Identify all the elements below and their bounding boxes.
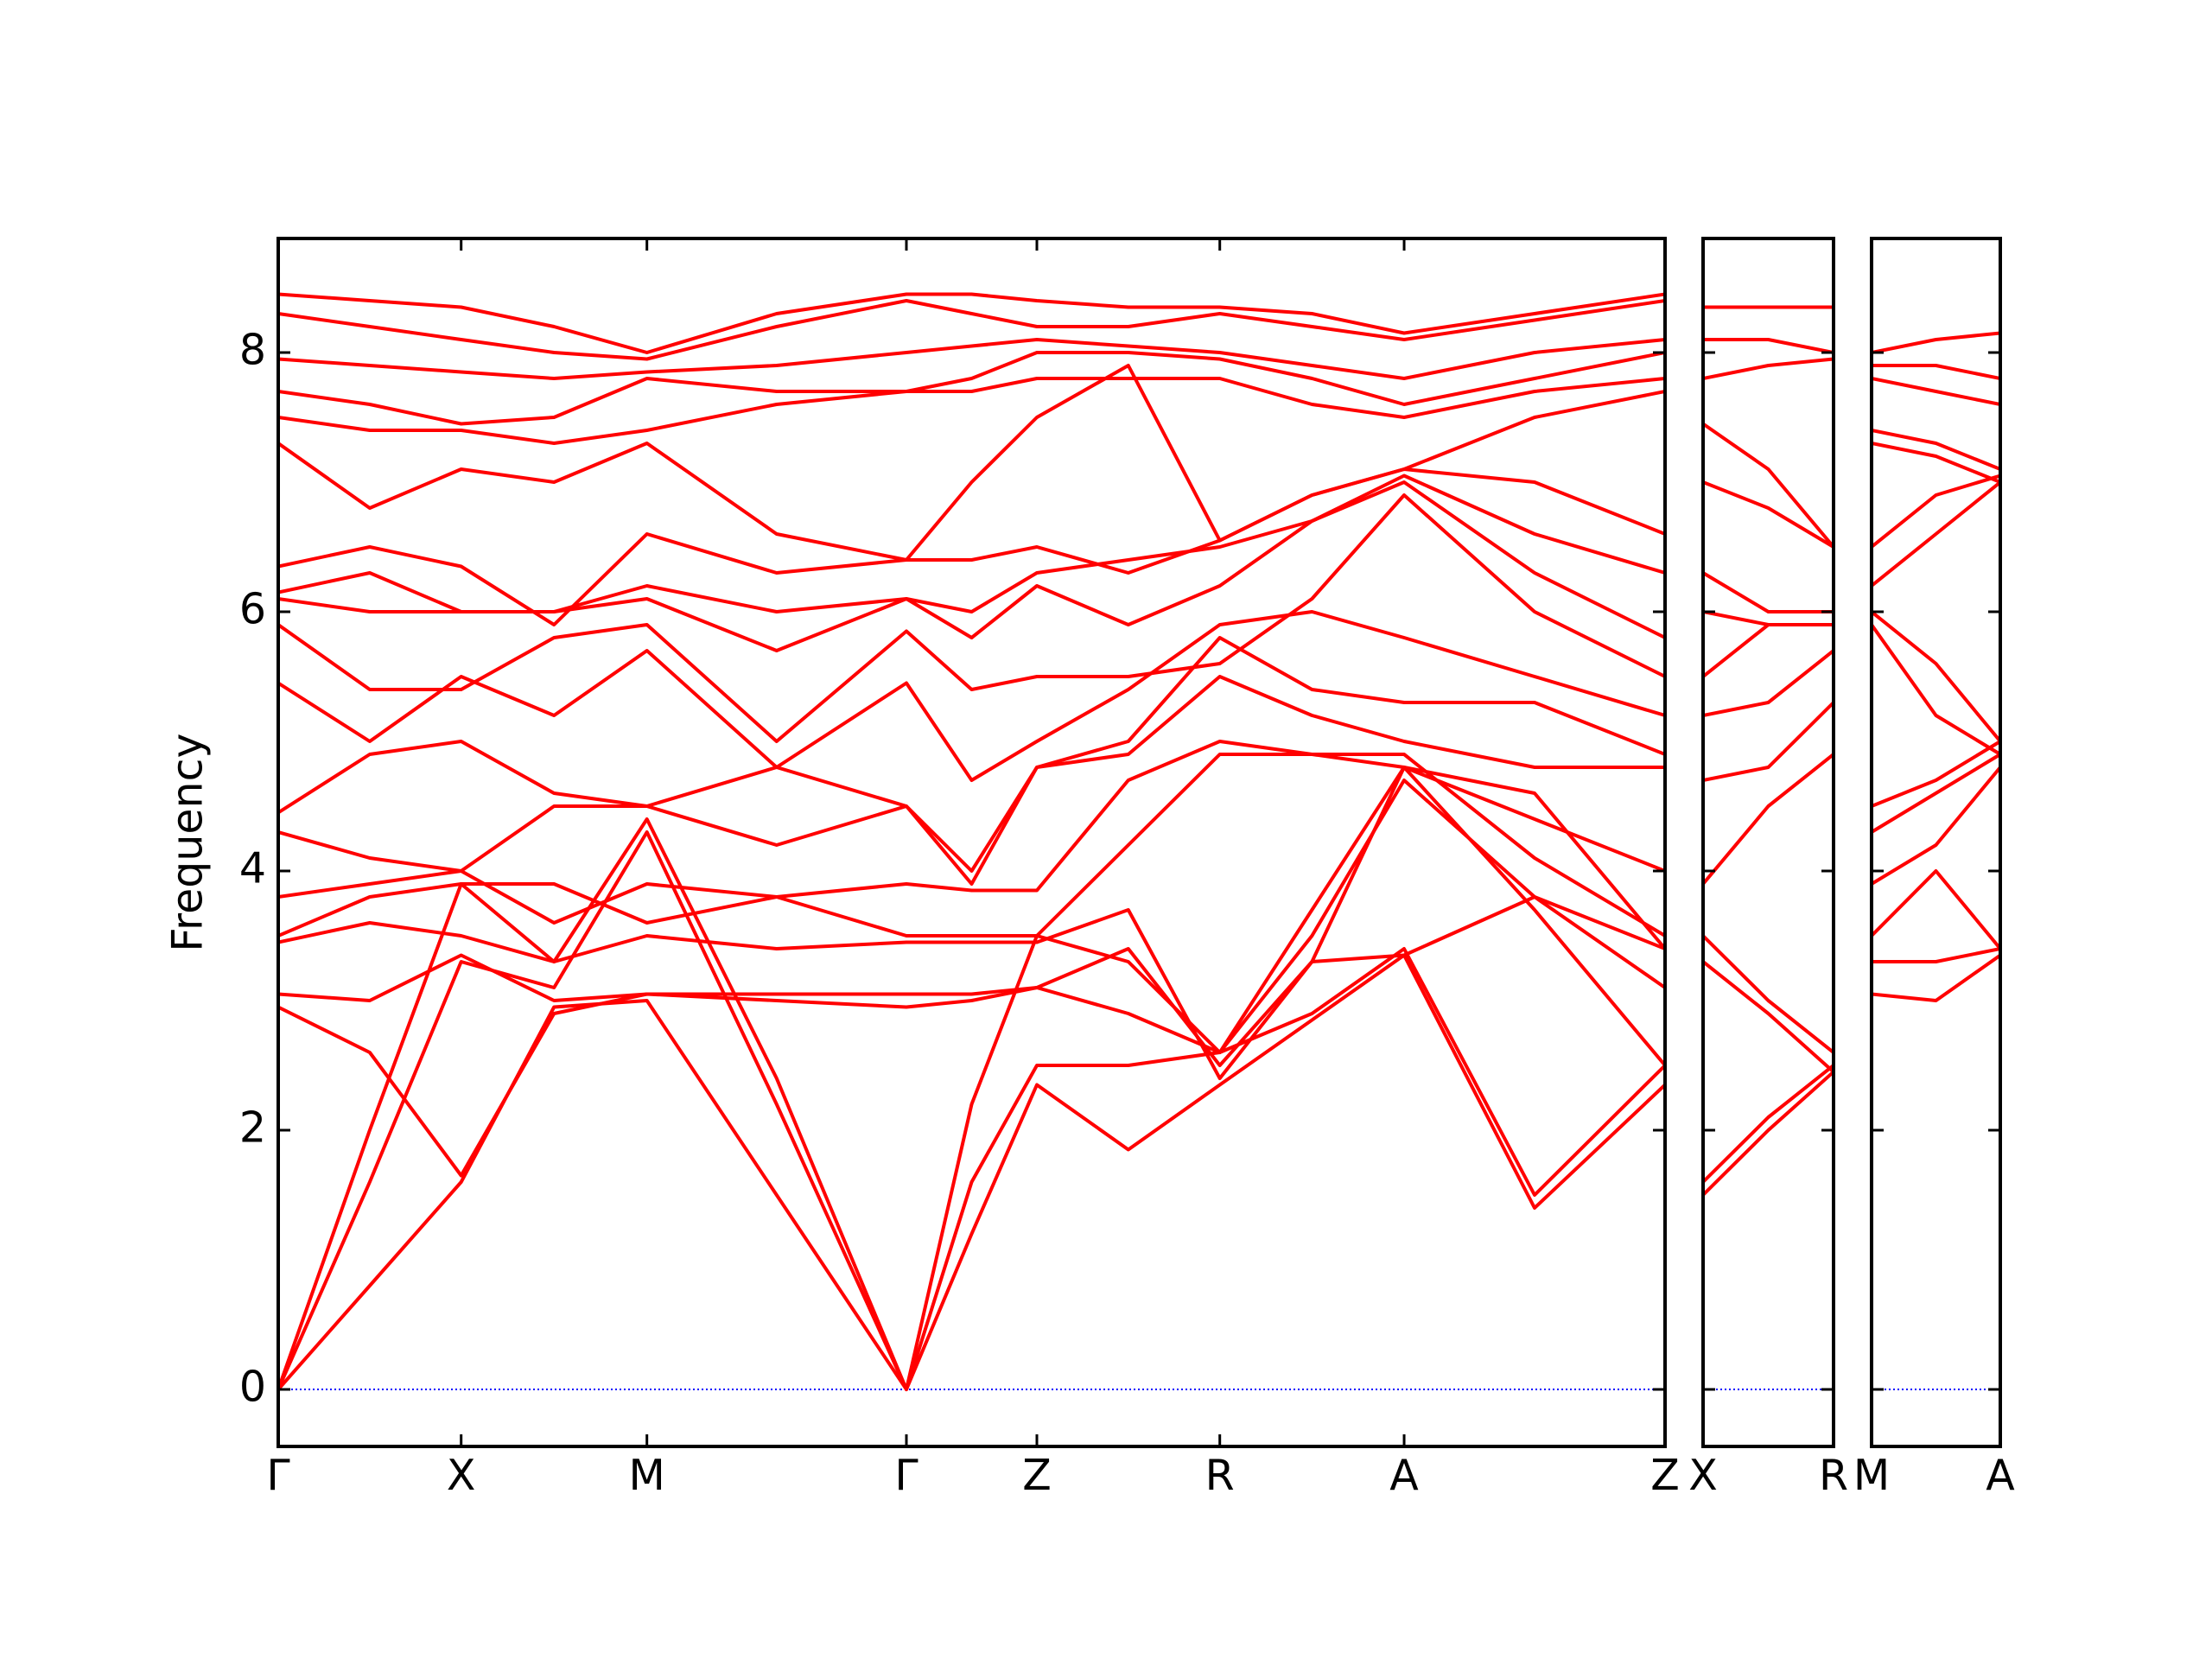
x-tick-label: A xyxy=(1389,1451,1419,1500)
plot-frame xyxy=(1701,237,1835,1448)
band-line xyxy=(278,766,1665,1080)
band-line xyxy=(1703,753,1834,886)
band-line xyxy=(278,338,1665,380)
band-line xyxy=(1872,610,2000,743)
band-line xyxy=(1703,357,1834,380)
band-line xyxy=(1872,377,2000,406)
band-line xyxy=(1872,623,2000,756)
band-line xyxy=(1872,766,2000,886)
band-line xyxy=(1872,474,2000,549)
band-line xyxy=(278,636,1665,886)
band-line xyxy=(278,299,1665,361)
band-line xyxy=(1703,610,1834,626)
band-line xyxy=(1703,701,1834,782)
band-line xyxy=(278,351,1665,426)
x-tick-label: X xyxy=(447,1451,476,1500)
band-line xyxy=(1872,869,2000,950)
band-line xyxy=(1872,947,2000,963)
band-line xyxy=(1703,1064,1834,1184)
x-tick-label: A xyxy=(1986,1451,2015,1500)
band-line xyxy=(278,675,1665,873)
band-line xyxy=(1872,953,2000,1002)
band-line xyxy=(1872,331,2000,354)
x-tick-label: R xyxy=(1205,1451,1235,1500)
band-line xyxy=(278,377,1665,445)
x-tick-label: M xyxy=(1853,1451,1890,1500)
band-line xyxy=(1703,1071,1834,1197)
band-line xyxy=(278,766,1665,1178)
x-tick-label: Γ xyxy=(266,1451,290,1500)
y-tick-label: 6 xyxy=(239,585,266,634)
band-line xyxy=(1703,338,1834,354)
y-tick-label: 2 xyxy=(239,1103,266,1153)
y-tick-label: 4 xyxy=(239,844,266,893)
band-line xyxy=(1872,429,2000,471)
band-line xyxy=(1872,740,2000,808)
band-line xyxy=(278,493,1665,743)
x-tick-label: Z xyxy=(1650,1451,1680,1500)
band-line xyxy=(1872,480,2000,588)
band-line xyxy=(278,364,1665,562)
band-line xyxy=(1703,960,1834,1073)
band-line xyxy=(1703,934,1834,1054)
band-line xyxy=(278,474,1665,613)
band-line xyxy=(1872,753,2000,834)
band-line xyxy=(278,292,1665,354)
band-line xyxy=(278,895,1665,1067)
plot-frame xyxy=(1870,237,2002,1448)
y-axis-label: Frequency xyxy=(163,733,213,951)
band-line xyxy=(1703,649,1834,717)
y-tick-label: 8 xyxy=(239,326,266,375)
band-line xyxy=(1703,422,1834,549)
x-tick-label: Γ xyxy=(894,1451,918,1500)
x-tick-label: M xyxy=(629,1451,665,1500)
x-tick-label: Z xyxy=(1022,1451,1052,1500)
band-line xyxy=(278,610,1665,782)
x-tick-label: X xyxy=(1688,1451,1718,1500)
band-line xyxy=(1872,442,2000,484)
band-line xyxy=(1703,571,1834,613)
band-line xyxy=(1872,364,2000,380)
band-line xyxy=(278,753,1665,938)
plot-frame xyxy=(276,237,1667,1448)
band-line xyxy=(1703,480,1834,549)
x-tick-label: R xyxy=(1819,1451,1848,1500)
y-tick-label: 0 xyxy=(239,1363,266,1412)
band-line xyxy=(278,740,1665,925)
